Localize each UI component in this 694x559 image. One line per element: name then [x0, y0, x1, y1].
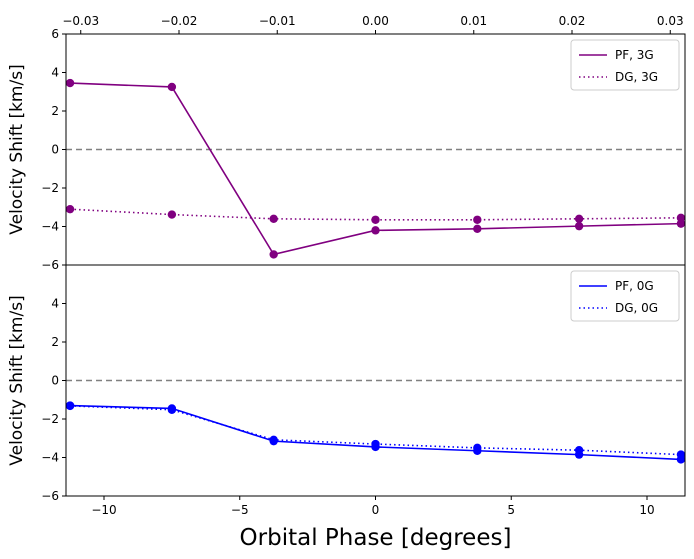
top-series-pf-3g-point [574, 221, 584, 231]
bottom-frame [65, 264, 686, 497]
bottom-ytick-label: −6 [41, 489, 59, 503]
top-series-pf-3g-point [167, 82, 177, 92]
top-series-dg-3g-point [371, 215, 380, 224]
top-series-pf-3g-point [66, 78, 75, 88]
top-legend-label: PF, 3G [615, 48, 654, 62]
top-ytick-label: 6 [51, 27, 59, 41]
top-series-pf-3g-point [371, 226, 380, 235]
top-ytick-label: −6 [41, 258, 59, 272]
bottom-xtick-label: −5 [231, 503, 249, 517]
top-series-dg-3g-point [574, 214, 584, 223]
bottom-ytick-label: 2 [51, 335, 59, 349]
bottom-series-dg-0g-point [167, 405, 177, 414]
top-series-pf-3g-point [473, 224, 482, 234]
top-ytick-label: 4 [51, 66, 59, 80]
top-legend: PF, 3G DG, 3G [570, 39, 680, 91]
top-legend-label: DG, 3G [615, 70, 658, 84]
top-panel: −6 −4 −2 0 2 4 6−0.03 −0.02 −0.01 0.00 0.01 0.02 0.0… [7, 14, 686, 272]
top-axis-tick-label: −0.01 [259, 14, 296, 28]
top-series-dg-3g-point [676, 213, 685, 223]
bottom-xtick-label: 10 [639, 503, 654, 517]
top-ytick-label: 2 [51, 104, 59, 118]
top-series-pf-3g-point [269, 250, 278, 259]
top-ytick-label: −4 [41, 220, 59, 234]
top-axis-tick-label: 0.02 [559, 14, 586, 28]
bottom-ytick-label: 4 [51, 297, 59, 311]
bottom-legend: PF, 0G DG, 0G [570, 270, 680, 322]
top-series-dg-3g-point [269, 214, 278, 223]
bottom-series-pf-0g-line [70, 404, 681, 461]
top-ytick-label: 0 [51, 143, 59, 157]
bottom-legend-label: DG, 0G [615, 301, 658, 315]
bottom-ytick-label: −4 [41, 451, 59, 465]
top-axis-tick-label: 0.03 [657, 14, 684, 28]
top-axis-tick-label: −0.03 [62, 14, 99, 28]
top-ytick-label: −2 [41, 181, 59, 195]
bottom-plot-area [66, 401, 685, 464]
x-axis-label: Orbital Phase [degrees] [240, 525, 512, 551]
bottom-xtick-label: 5 [507, 503, 515, 517]
bottom-ytick-label: 0 [51, 374, 59, 388]
bottom-series-dg-0g-point [269, 435, 278, 444]
bottom-xtick-label: 0 [372, 503, 380, 517]
bottom-series-dg-0g-point [371, 439, 380, 449]
top-axis-tick-label: −0.02 [161, 14, 198, 28]
top-axis-tick-label: 0.00 [362, 14, 389, 28]
bottom-y-axis-label: Velocity Shift [km/s] [7, 295, 27, 465]
bottom-xtick-label: −10 [91, 503, 116, 517]
bottom-series-dg-0g-point [66, 401, 75, 411]
top-series-dg-3g-point [66, 204, 75, 214]
top-y-axis-label: Velocity Shift [km/s] [7, 64, 27, 234]
bottom-series-dg-0g-point [574, 445, 584, 455]
top-plot-area [66, 78, 685, 259]
bottom-series-dg-0g-point [473, 443, 482, 453]
bottom-series-dg-0g-point [676, 450, 685, 459]
bottom-legend-label: PF, 0G [615, 279, 654, 293]
bottom-ytick-label: −2 [41, 412, 59, 426]
bottom-panel: −6 −4 −2 0 2 4 −10 −5 0 5 10 Velocity Shift [km/s] O… [7, 264, 686, 551]
top-series-dg-3g-point [167, 210, 177, 219]
top-axis-tick-label: 0.01 [460, 14, 487, 28]
top-series-dg-3g-point [473, 215, 482, 224]
